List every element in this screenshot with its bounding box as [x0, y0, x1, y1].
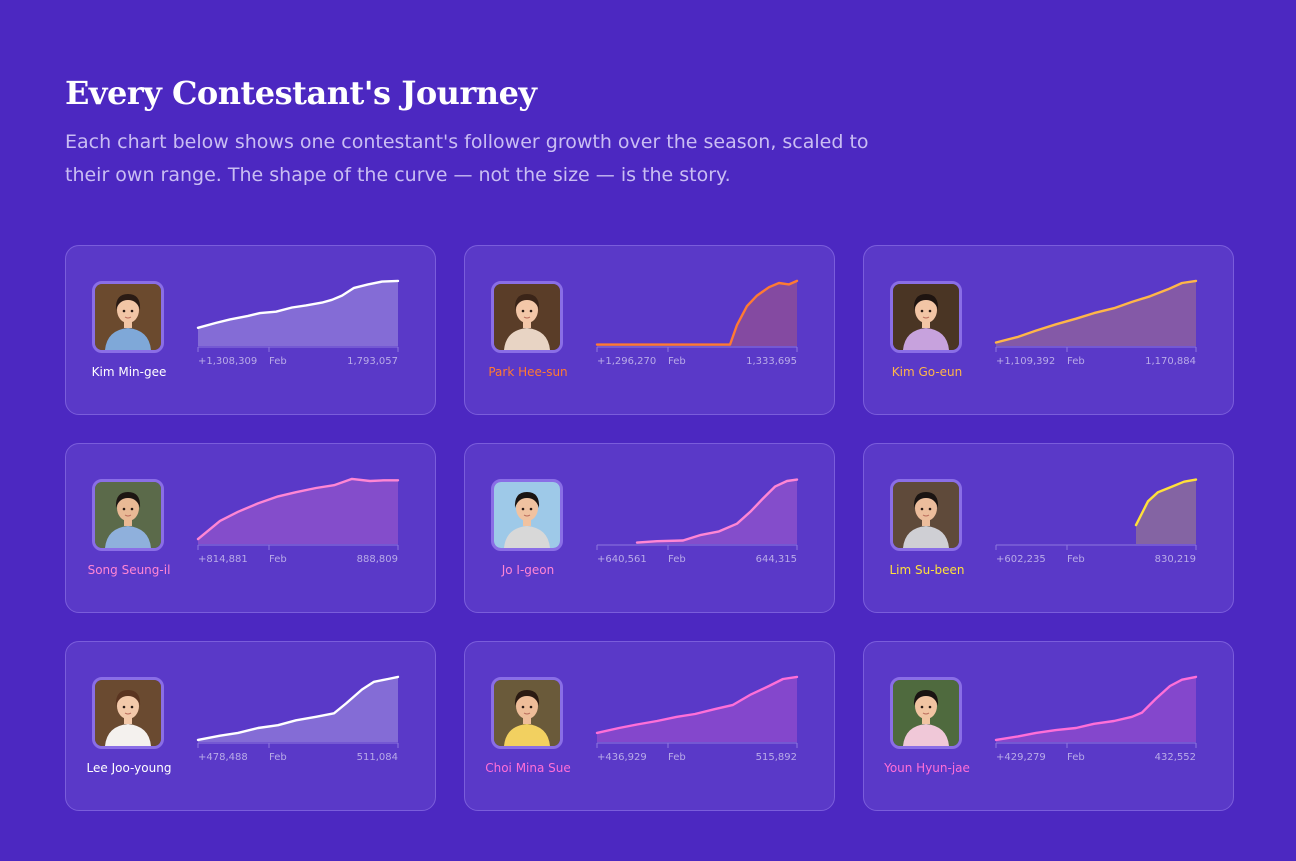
- start-value-label: +1,296,270: [597, 356, 656, 367]
- series-area: [198, 676, 398, 742]
- contestant-name: Jo I-geon: [501, 563, 555, 577]
- follower-chart: +640,561 Feb 644,315: [596, 478, 799, 565]
- series-area: [198, 280, 398, 346]
- end-value-label: 644,315: [756, 554, 797, 565]
- page-title: Every Contestant's Journey: [65, 74, 537, 112]
- contestant-name: Lee Joo-young: [86, 761, 172, 775]
- month-tick-label: Feb: [1067, 752, 1085, 763]
- month-tick-label: Feb: [269, 356, 287, 367]
- avatar: [890, 479, 962, 551]
- series-line: [196, 477, 400, 541]
- contestant-card: Kim Go-eun +1,109,392 Feb 1,170,884: [863, 245, 1234, 415]
- start-value-label: +640,561: [597, 554, 647, 565]
- avatar: [92, 677, 164, 749]
- series-line: [595, 279, 799, 346]
- follower-chart: +1,308,309 Feb 1,793,057: [196, 279, 400, 367]
- start-value-label: +429,279: [996, 752, 1046, 763]
- series-area: [637, 479, 797, 544]
- end-value-label: 830,219: [1155, 554, 1196, 565]
- follower-chart: +478,488 Feb 511,084: [196, 675, 400, 763]
- avatar: [491, 677, 563, 749]
- follower-chart: +814,881 Feb 888,809: [196, 477, 400, 565]
- avatar: [491, 281, 563, 353]
- month-tick-label: Feb: [1067, 356, 1085, 367]
- series-line: [635, 478, 799, 544]
- contestant-name: Park Hee-sun: [488, 365, 568, 379]
- contestant-grid: Kim Min-gee +1,308,309 Feb 1,793,057 Park He…: [65, 245, 1234, 811]
- follower-chart: +602,235 Feb 830,219: [995, 478, 1198, 565]
- contestant-name: Choi Mina Sue: [485, 761, 571, 775]
- series-line: [994, 279, 1198, 344]
- contestant-card: Youn Hyun-jae +429,279 Feb 432,552: [863, 641, 1234, 811]
- avatar: [890, 281, 962, 353]
- end-value-label: 432,552: [1155, 752, 1196, 763]
- month-tick-label: Feb: [668, 356, 686, 367]
- month-tick-label: Feb: [668, 752, 686, 763]
- start-value-label: +1,308,309: [198, 356, 257, 367]
- start-value-label: +1,109,392: [996, 356, 1055, 367]
- contestant-name: Kim Min-gee: [91, 365, 167, 379]
- follower-chart: +436,929 Feb 515,892: [595, 675, 799, 763]
- end-value-label: 1,333,695: [746, 356, 797, 367]
- month-tick-label: Feb: [269, 554, 287, 565]
- series-line: [994, 675, 1198, 742]
- end-value-label: 511,084: [357, 752, 398, 763]
- avatar: [491, 479, 563, 551]
- contestant-card: Lim Su-been +602,235 Feb 830,219: [863, 443, 1234, 613]
- contestant-card: Song Seung-il +814,881 Feb 888,809: [65, 443, 436, 613]
- contestant-card: Lee Joo-young +478,488 Feb 511,084: [65, 641, 436, 811]
- contestant-name: Kim Go-eun: [891, 365, 963, 379]
- contestant-card: Jo I-geon +640,561 Feb 644,315: [464, 443, 835, 613]
- series-area: [198, 478, 398, 544]
- follower-chart: +1,109,392 Feb 1,170,884: [994, 279, 1198, 367]
- contestant-card: Kim Min-gee +1,308,309 Feb 1,793,057: [65, 245, 436, 415]
- month-tick-label: Feb: [668, 554, 686, 565]
- series-area: [597, 676, 797, 742]
- series-area: [1136, 479, 1196, 544]
- start-value-label: +602,235: [996, 554, 1046, 565]
- page-subtitle: Each chart below shows one contestant's …: [65, 131, 869, 186]
- start-value-label: +478,488: [198, 752, 248, 763]
- month-tick-label: Feb: [1067, 554, 1085, 565]
- end-value-label: 515,892: [756, 752, 797, 763]
- avatar: [890, 677, 962, 749]
- month-tick-label: Feb: [269, 752, 287, 763]
- contestant-card: Park Hee-sun +1,296,270 Feb 1,333,695: [464, 245, 835, 415]
- follower-chart: +1,296,270 Feb 1,333,695: [595, 279, 799, 367]
- series-area: [996, 676, 1196, 742]
- series-line: [595, 675, 799, 735]
- contestant-card: Choi Mina Sue +436,929 Feb 515,892: [464, 641, 835, 811]
- follower-chart: +429,279 Feb 432,552: [994, 675, 1198, 763]
- end-value-label: 1,170,884: [1145, 356, 1196, 367]
- contestant-name: Youn Hyun-jae: [884, 761, 970, 775]
- series-line: [196, 279, 400, 329]
- series-line: [1134, 478, 1198, 527]
- start-value-label: +814,881: [198, 554, 248, 565]
- contestant-name: Lim Su-been: [889, 563, 965, 577]
- end-value-label: 888,809: [357, 554, 398, 565]
- contestant-name: Song Seung-il: [87, 563, 171, 577]
- avatar: [92, 281, 164, 353]
- series-area: [597, 280, 797, 346]
- start-value-label: +436,929: [597, 752, 647, 763]
- series-line: [196, 675, 400, 742]
- avatar: [92, 479, 164, 551]
- end-value-label: 1,793,057: [347, 356, 398, 367]
